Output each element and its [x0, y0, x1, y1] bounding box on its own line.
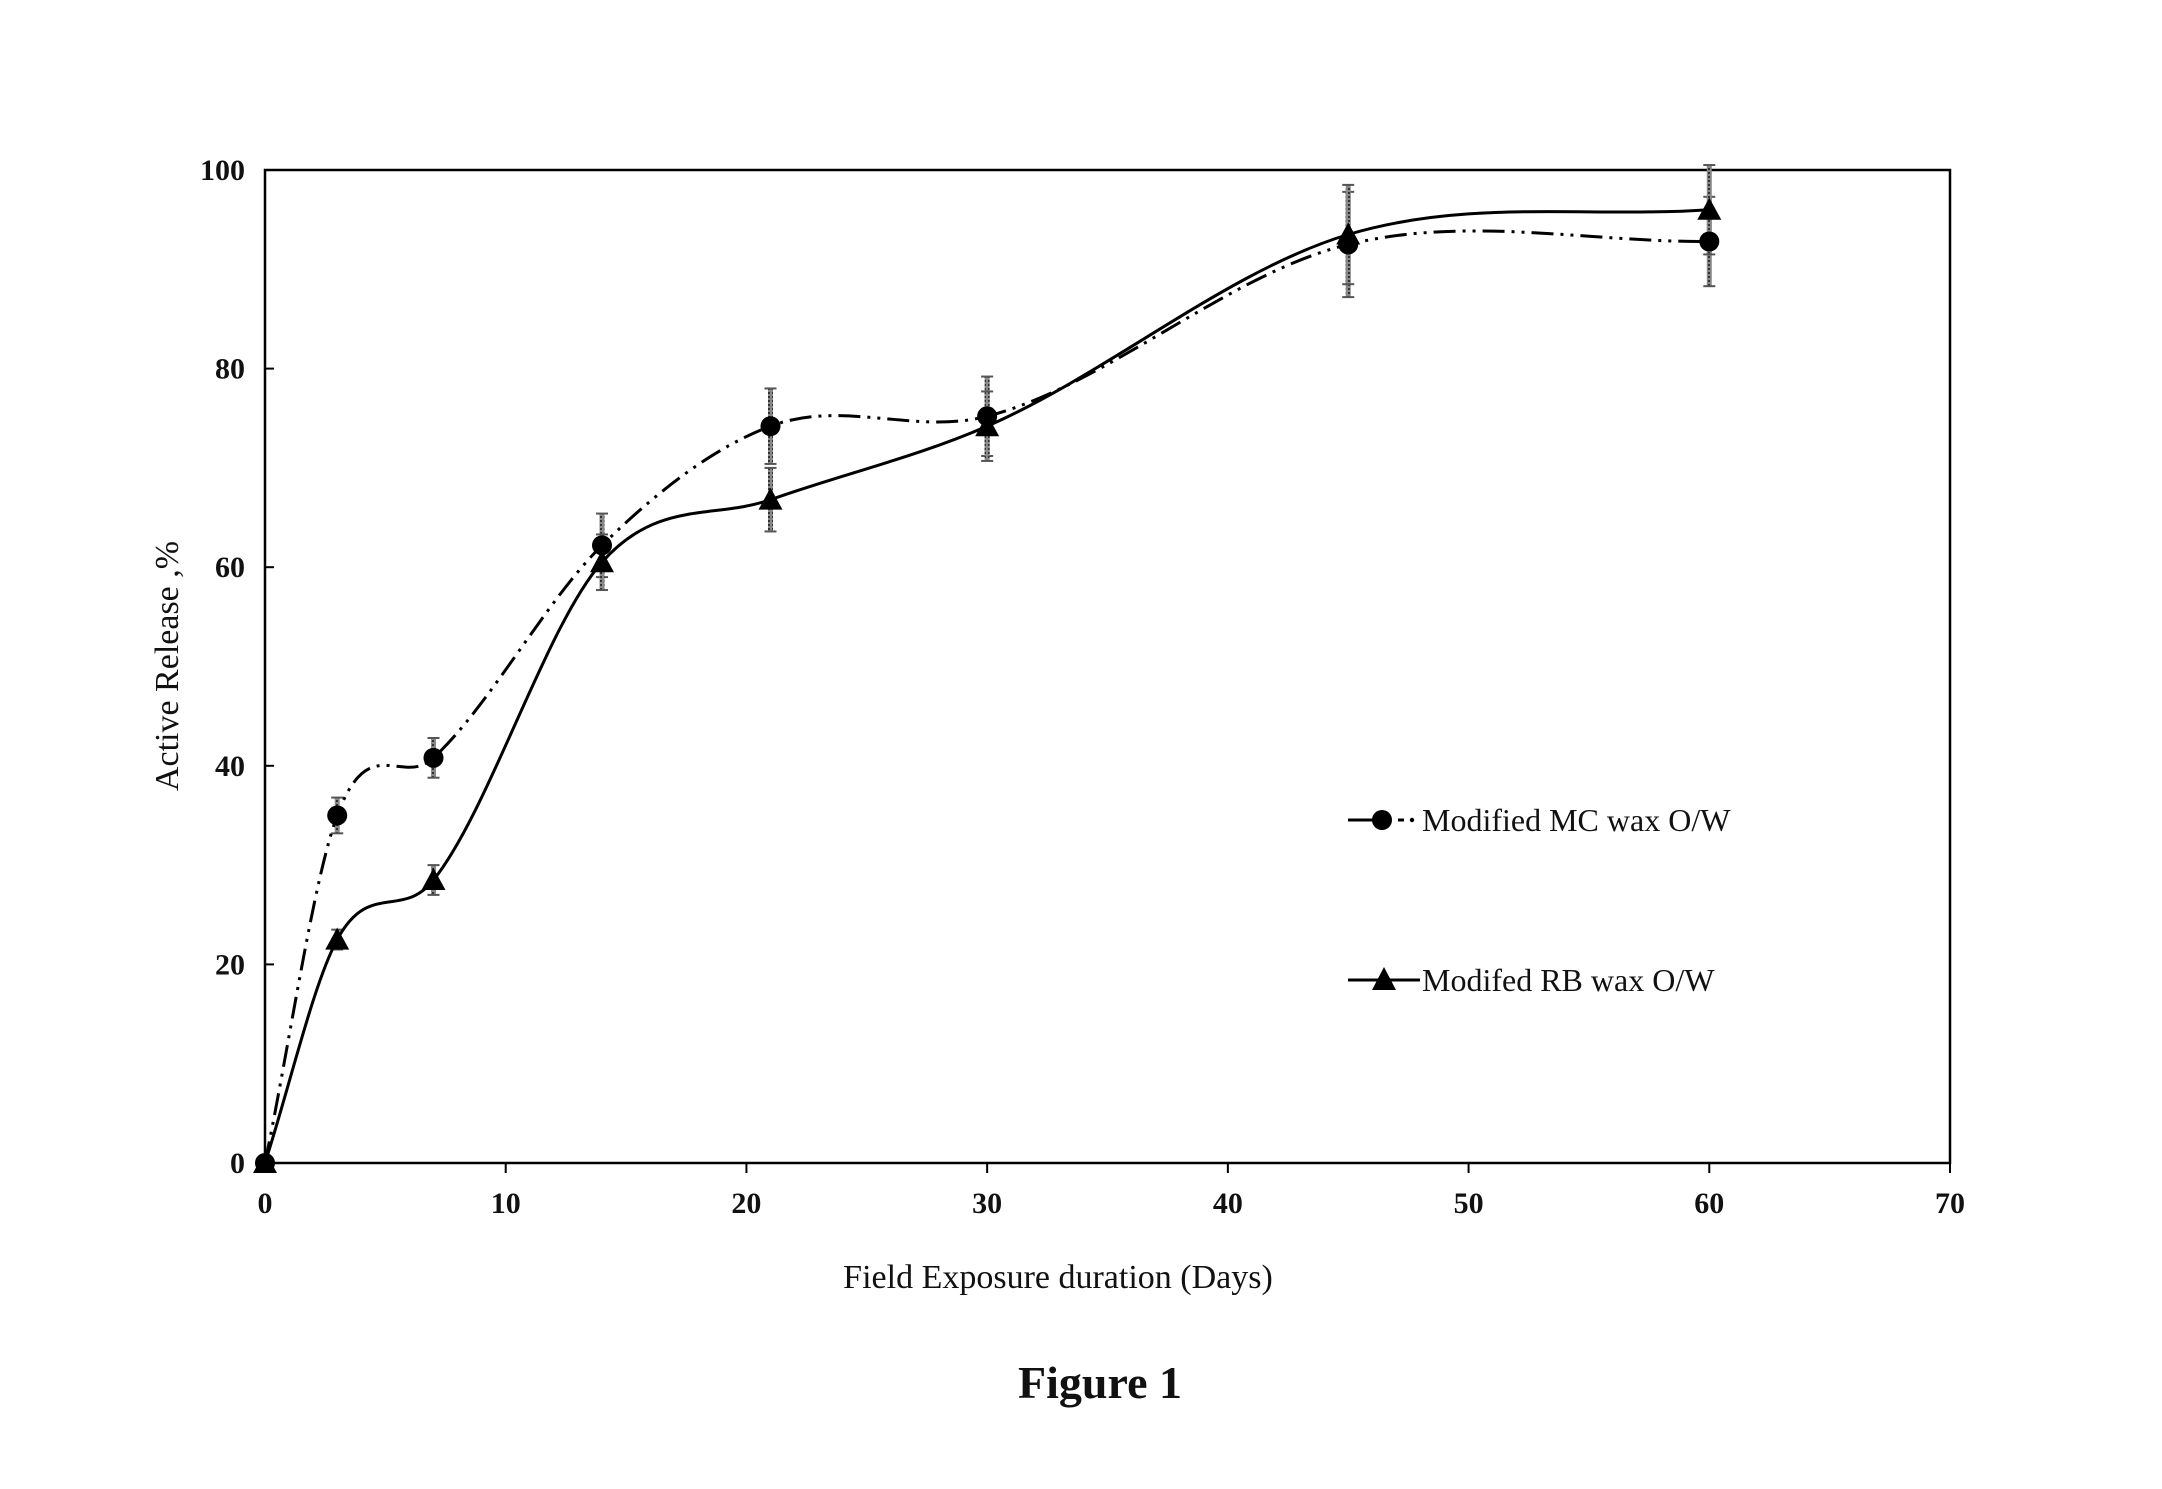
legend-item-rb: Modifed RB wax O/W	[1348, 962, 1715, 998]
y-tick-label: 80	[215, 353, 245, 386]
series-lines	[263, 208, 1710, 1164]
x-tick-label: 50	[1454, 1187, 1484, 1220]
data-point-circle	[760, 416, 781, 437]
data-point-triangle	[975, 414, 1000, 437]
series-line-rb	[263, 208, 1710, 1164]
data-point-triangle	[1697, 197, 1722, 220]
y-tick-label: 100	[200, 154, 245, 187]
data-point-triangle	[758, 487, 783, 510]
plot-area-frame	[263, 168, 1952, 1165]
legend-label-mc: Modified MC wax O/W	[1422, 802, 1731, 838]
x-tick-label: 40	[1213, 1187, 1243, 1220]
data-point-triangle	[590, 550, 614, 573]
x-axis-title: Field Exposure duration (Days)	[843, 1259, 1273, 1296]
data-point-triangle	[1336, 222, 1361, 245]
x-tick-label: 70	[1935, 1187, 1965, 1220]
y-axis-title: Active Release ,%	[149, 541, 186, 791]
data-point-triangle	[421, 867, 446, 890]
y-tick-label: 20	[215, 948, 245, 981]
data-point-circle	[327, 805, 348, 826]
legend-item-mc: Modified MC wax O/W	[1348, 802, 1731, 838]
legend: Modified MC wax O/W Modifed RB wax O/W	[1348, 802, 1731, 998]
data-markers	[253, 197, 1722, 1173]
legend-circle-marker	[1372, 810, 1392, 830]
y-axis: 0 20 40 60 80 100	[200, 154, 274, 1180]
legend-label-rb: Modifed RB wax O/W	[1422, 962, 1715, 998]
series-line-mc	[263, 229, 1710, 1164]
figure-caption: Figure 1	[1018, 1357, 1182, 1408]
x-axis: 0 10 20 30 40 50 60 70	[258, 1163, 1965, 1220]
x-tick-label: 60	[1694, 1187, 1724, 1220]
x-tick-label: 10	[491, 1187, 521, 1220]
x-tick-label: 30	[972, 1187, 1002, 1220]
y-tick-label: 0	[230, 1147, 245, 1180]
data-point-circle	[592, 535, 612, 556]
legend-triangle-marker	[1372, 967, 1396, 990]
data-point-circle	[423, 747, 444, 768]
data-point-triangle	[325, 927, 350, 950]
x-tick-label: 0	[258, 1187, 273, 1220]
x-tick-label: 20	[731, 1187, 761, 1220]
data-point-triangle	[253, 1151, 277, 1173]
data-point-circle	[1699, 231, 1720, 252]
y-tick-label: 60	[215, 551, 245, 584]
y-tick-label: 40	[215, 750, 245, 783]
